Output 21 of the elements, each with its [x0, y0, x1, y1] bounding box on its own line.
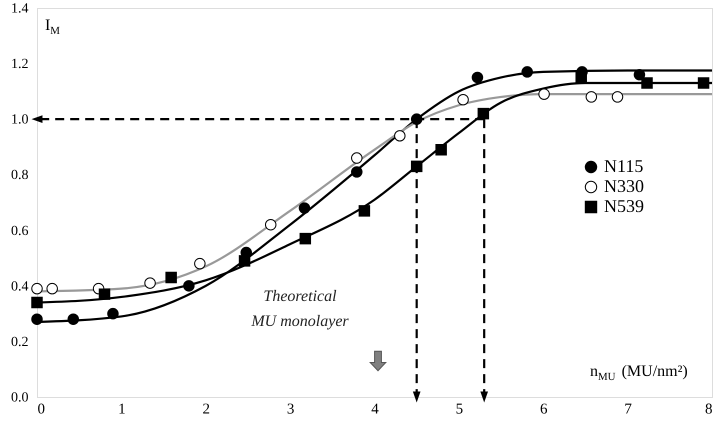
legend-label: N539: [604, 196, 644, 216]
x-tick-label: 1: [118, 402, 126, 418]
y-tick-label: 0.2: [11, 334, 28, 350]
annotation: Theoretical MU monolayer: [250, 288, 350, 330]
x-tick-label: 3: [286, 402, 294, 418]
y-tick-label: 1.2: [11, 57, 28, 72]
y-tick-label: 0.6: [11, 224, 28, 239]
legend-label: N115: [604, 156, 644, 176]
x-tick-label: 7: [624, 402, 632, 418]
x-tick-label: 4: [371, 402, 380, 418]
x-tick-label: 2: [202, 402, 210, 418]
x-tick-label: 0: [38, 402, 45, 418]
y-tick-label: 0.8: [11, 168, 28, 184]
x-tick-label: 8: [705, 402, 712, 418]
x-tick-label: 5: [456, 402, 464, 418]
y-tick-label: 0.4: [11, 279, 28, 294]
y-tick-label: 1.0: [11, 112, 28, 128]
legend-label: N330: [604, 176, 644, 196]
y-tick-label: 0.0: [11, 390, 28, 406]
x-tick-label: 6: [540, 402, 548, 418]
y-tick-label: 1.4: [11, 2, 28, 16]
